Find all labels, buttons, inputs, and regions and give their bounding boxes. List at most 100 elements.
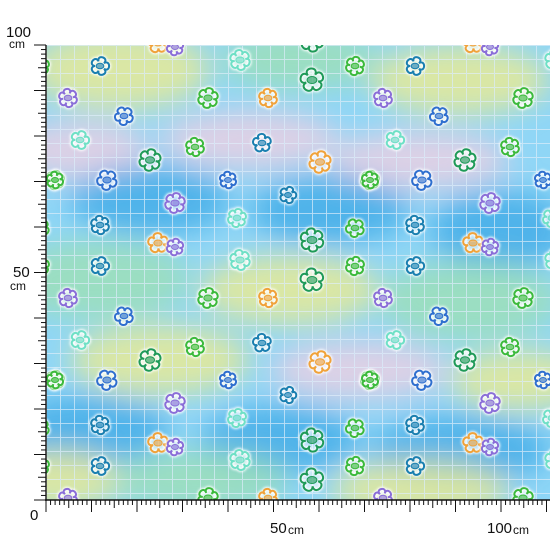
- flower-icon: [57, 486, 79, 500]
- flower-icon: [404, 55, 427, 77]
- flower-icon: [478, 391, 502, 415]
- flower-icon: [511, 286, 535, 310]
- flower-icon: [226, 207, 248, 229]
- flower-icon: [218, 369, 238, 391]
- flower-icon: [228, 48, 252, 72]
- flower-icon: [533, 169, 550, 191]
- flower-icon: [226, 407, 248, 429]
- flower-icon: [478, 191, 502, 215]
- flower-icon: [46, 457, 51, 475]
- flower-icon: [251, 331, 273, 354]
- flower-icon: [163, 391, 187, 415]
- flower-icon: [164, 436, 186, 458]
- flower-icon: [404, 455, 427, 477]
- flower-icon: [57, 286, 79, 310]
- flower-icon: [404, 413, 426, 437]
- flower-icon: [479, 236, 501, 258]
- flower-icon: [113, 305, 135, 328]
- flower-icon: [543, 249, 550, 270]
- flower-icon: [404, 255, 427, 277]
- flower-icon: [137, 147, 163, 173]
- flower-icon: [344, 454, 366, 478]
- vertical-ruler-mid-value: 50: [13, 264, 30, 281]
- flower-icon: [344, 217, 366, 239]
- flower-icon: [115, 507, 133, 525]
- flower-icon: [196, 86, 220, 110]
- flower-icon: [298, 266, 326, 293]
- flower-icon: [461, 431, 485, 455]
- flower-icon: [89, 213, 111, 237]
- flower-icon: [137, 347, 163, 373]
- flower-icon: [360, 369, 380, 391]
- flower-icon: [218, 169, 238, 191]
- flower-icon: [163, 191, 187, 215]
- flower-icon: [69, 329, 92, 351]
- flower-icon: [69, 129, 92, 151]
- flower-icon: [404, 213, 426, 237]
- flower-icon: [184, 335, 206, 359]
- vertical-ruler-top-value: 100: [6, 24, 32, 41]
- flower-icon: [298, 226, 326, 254]
- flower-icon: [406, 16, 424, 34]
- flower-icon: [95, 368, 119, 392]
- flower-icon: [452, 347, 478, 373]
- flower-icon: [428, 105, 450, 128]
- horizontal-ruler-mid-value: 50: [270, 520, 287, 537]
- flower-icon: [298, 426, 326, 454]
- flower-icon: [298, 66, 326, 93]
- flower-motifs: [46, 16, 550, 525]
- flower-icon: [46, 257, 51, 275]
- flower-icon: [452, 147, 478, 173]
- flower-icon: [298, 466, 326, 493]
- flower-icon: [147, 45, 168, 55]
- flower-icon: [372, 86, 394, 110]
- flower-icon: [499, 135, 521, 159]
- flower-icon: [479, 45, 501, 58]
- flower-icon: [46, 57, 51, 75]
- flower-icon: [543, 449, 550, 470]
- flower-icon: [410, 368, 434, 392]
- measurement-rulers: [34, 44, 550, 512]
- flower-icon: [541, 207, 550, 229]
- flower-icon: [164, 236, 186, 258]
- flower-icon: [372, 486, 394, 500]
- flower-icon: [91, 16, 109, 34]
- flower-icon: [89, 455, 112, 477]
- flower-icon: [533, 369, 550, 391]
- flower-icon: [113, 105, 135, 128]
- flower-icon: [430, 507, 448, 525]
- flower-icon: [307, 149, 333, 175]
- flower-icon: [228, 248, 252, 272]
- flower-icon: [228, 448, 252, 472]
- flower-icon: [46, 369, 65, 391]
- flower-icon: [372, 286, 394, 310]
- flower-icon: [461, 231, 485, 255]
- flower-icon: [164, 45, 186, 58]
- horizontal-ruler-end-value: 100: [487, 520, 513, 537]
- flower-icon: [46, 169, 65, 191]
- flower-icon: [479, 436, 501, 458]
- flower-icon: [360, 169, 380, 191]
- flower-icon: [278, 184, 299, 206]
- flower-icon: [384, 329, 407, 351]
- flower-icon: [511, 86, 535, 110]
- flower-icon: [462, 45, 483, 55]
- flower-icon: [278, 384, 299, 406]
- flower-icon: [344, 54, 366, 78]
- flower-icon: [257, 86, 279, 110]
- flower-icon: [146, 431, 170, 455]
- flower-icon: [346, 19, 364, 37]
- ruler-origin: 0: [30, 507, 39, 524]
- flower-icon: [57, 86, 79, 110]
- flower-icon: [499, 335, 521, 359]
- flower-icon: [146, 231, 170, 255]
- flower-icon: [196, 286, 220, 310]
- vertical-ruler-mid-unit: cm: [10, 279, 26, 293]
- flower-icon: [410, 168, 434, 192]
- flower-icon: [89, 255, 112, 277]
- pattern-area: [46, 16, 550, 525]
- flower-icon: [511, 486, 535, 500]
- flower-icon: [344, 254, 366, 278]
